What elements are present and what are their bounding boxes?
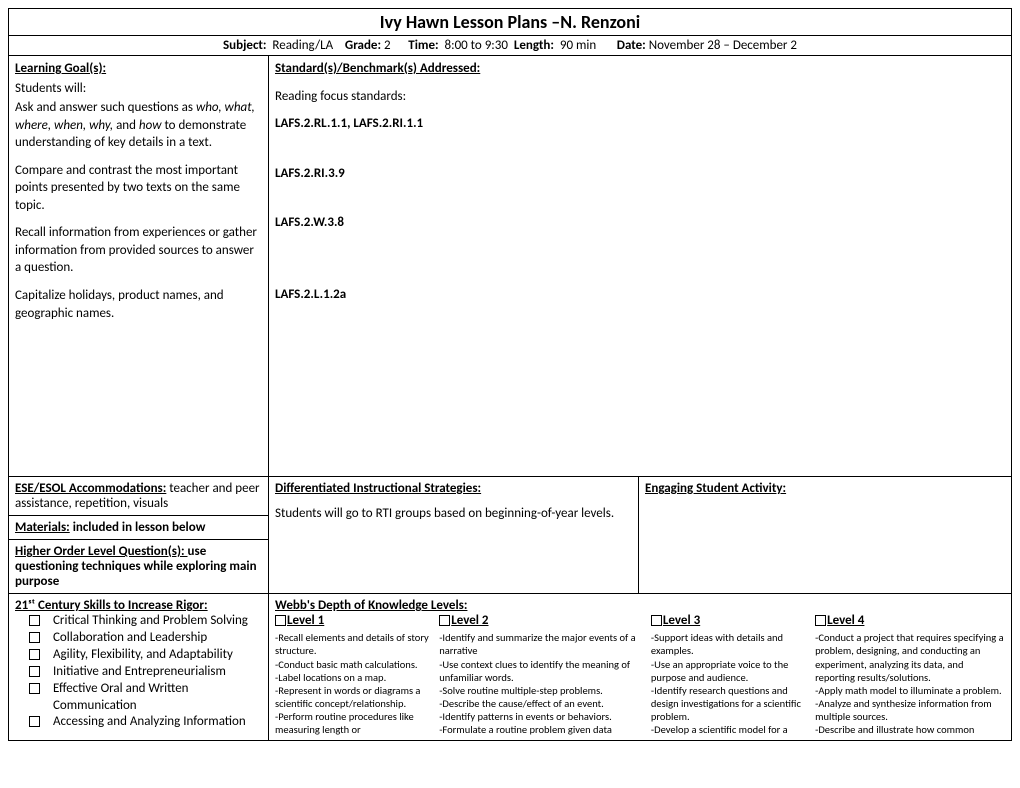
left-stack-cell: ESE/ESOL Accommodations: teacher and pee… <box>9 477 269 594</box>
standard-1: LAFS.2.RL.1.1, LAFS.2.RI.1.1 <box>275 115 1005 133</box>
skills-list: Critical Thinking and Problem Solving Co… <box>15 613 262 731</box>
differentiated-cell: Differentiated Instructional Strategies:… <box>269 477 639 594</box>
skill-item: Effective Oral and Written Communication <box>15 681 262 715</box>
skills-cell: 21ˢᵗ Century Skills to Increase Rigor: C… <box>9 594 269 741</box>
dok-level-1: Level 1 -Recall elements and details of … <box>275 613 433 736</box>
skill-item: Critical Thinking and Problem Solving <box>15 613 262 630</box>
checkbox-icon[interactable] <box>815 615 826 626</box>
goals-heading: Learning Goal(s): <box>15 61 106 76</box>
checkbox-icon[interactable] <box>29 666 40 677</box>
hoq-block: Higher Order Level Question(s): use ques… <box>9 540 268 593</box>
goal-3: Recall information from experiences or g… <box>15 224 262 277</box>
dok-heading: Webb's Depth of Knowledge Levels: <box>275 598 467 613</box>
standards-cell: Standard(s)/Benchmark(s) Addressed: Read… <box>269 56 1012 477</box>
page-title: Ivy Hawn Lesson Plans –N. Renzoni <box>9 9 1012 36</box>
header-meta: Subject: Reading/LA Grade: 2 Time: 8:00 … <box>9 36 1012 56</box>
learning-goals-cell: Learning Goal(s): Students will: Ask and… <box>9 56 269 477</box>
lesson-plan-page: Ivy Hawn Lesson Plans –N. Renzoni Subjec… <box>0 0 1020 749</box>
standard-2: LAFS.2.RI.3.9 <box>275 165 1005 183</box>
goal-2: Compare and contrast the most important … <box>15 162 262 215</box>
goal-4: Capitalize holidays, product names, and … <box>15 287 262 322</box>
accommodations-block: ESE/ESOL Accommodations: teacher and pee… <box>9 477 268 516</box>
engaging-cell: Engaging Student Activity: <box>639 477 1012 594</box>
dok-level-4: Level 4 -Conduct a project that requires… <box>815 613 1005 736</box>
skill-item: Initiative and Entrepreneurialism <box>15 664 262 681</box>
standards-heading: Standard(s)/Benchmark(s) Addressed: <box>275 61 480 76</box>
checkbox-icon[interactable] <box>275 615 286 626</box>
checkbox-icon[interactable] <box>29 615 40 626</box>
skills-heading: 21ˢᵗ Century Skills to Increase Rigor: <box>15 598 208 613</box>
dok-cell: Webb's Depth of Knowledge Levels: Level … <box>269 594 1012 741</box>
standards-sub: Reading focus standards: <box>275 88 1005 106</box>
checkbox-icon[interactable] <box>439 615 450 626</box>
standard-3: LAFS.2.W.3.8 <box>275 214 1005 232</box>
checkbox-icon[interactable] <box>29 683 40 694</box>
materials-block: Materials: included in lesson below <box>9 516 268 540</box>
checkbox-icon[interactable] <box>651 615 662 626</box>
goal-1: Ask and answer such questions as who, wh… <box>15 99 262 152</box>
skill-item: Agility, Flexibility, and Adaptability <box>15 647 262 664</box>
checkbox-icon[interactable] <box>29 716 40 727</box>
lesson-plan-table: Ivy Hawn Lesson Plans –N. Renzoni Subjec… <box>8 8 1012 741</box>
dok-levels: Level 1 -Recall elements and details of … <box>275 613 1005 736</box>
dok-level-2: Level 2 -Identify and summarize the majo… <box>439 613 645 736</box>
dok-level-3: Level 3 -Support ideas with details and … <box>651 613 809 736</box>
skill-item: Collaboration and Leadership <box>15 630 262 647</box>
goals-intro: Students will: <box>15 80 262 98</box>
checkbox-icon[interactable] <box>29 649 40 660</box>
standard-4: LAFS.2.L.1.2a <box>275 286 1005 304</box>
checkbox-icon[interactable] <box>29 632 40 643</box>
skill-item: Accessing and Analyzing Information <box>15 714 262 731</box>
